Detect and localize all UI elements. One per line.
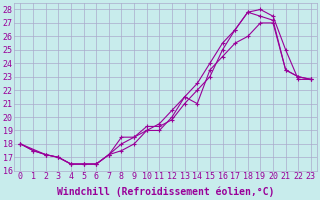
X-axis label: Windchill (Refroidissement éolien,°C): Windchill (Refroidissement éolien,°C) bbox=[57, 187, 274, 197]
